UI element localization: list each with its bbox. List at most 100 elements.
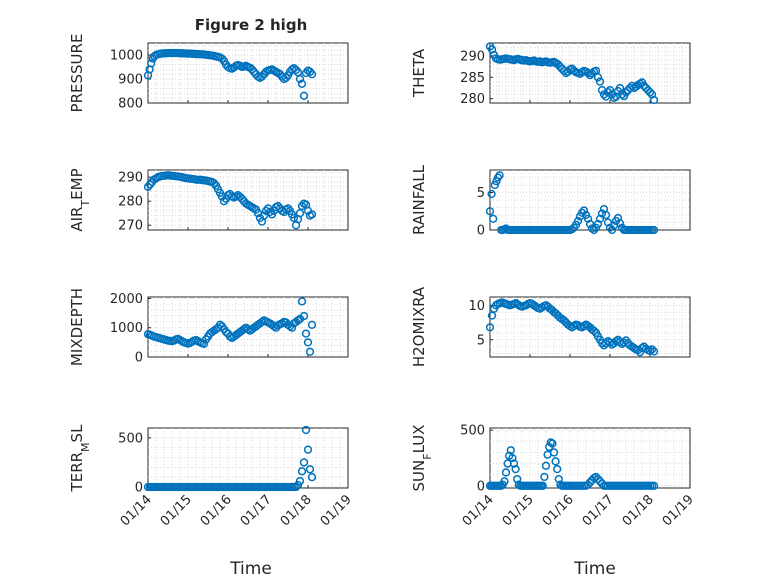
data-point <box>305 465 315 474</box>
subplot-2: 280 285 290 THETA <box>410 42 691 107</box>
data-point <box>299 311 309 321</box>
y-tick-label: 0 <box>135 481 143 496</box>
data-point <box>301 329 311 338</box>
data-points <box>143 171 317 230</box>
data-point <box>257 317 267 327</box>
data-point <box>509 459 519 468</box>
data-point <box>297 467 307 476</box>
data-point <box>645 88 655 97</box>
data-point <box>307 473 317 482</box>
data-point <box>553 464 562 474</box>
data-point <box>554 474 563 484</box>
data-point <box>601 210 611 220</box>
y-tick-label: 290 <box>118 171 143 186</box>
y-tick-label: 0 <box>477 224 485 239</box>
y-tick-label: 280 <box>118 195 143 210</box>
x-axis-label-left: Time <box>229 559 272 579</box>
data-point <box>293 480 303 490</box>
data-point <box>303 445 313 454</box>
data-point <box>587 224 597 233</box>
y-tick-label: 2000 <box>110 292 143 307</box>
y-axis-label: THETA <box>410 48 428 98</box>
data-point <box>305 347 315 356</box>
figure-title: Figure 2 high <box>195 16 308 34</box>
data-point <box>487 189 496 199</box>
data-point <box>541 461 551 470</box>
y-axis-label: AIRTEMP <box>68 168 92 231</box>
plot-area <box>147 296 349 358</box>
data-points <box>143 425 317 492</box>
data-point <box>605 85 615 95</box>
data-point <box>307 70 317 79</box>
subplot-4: 0 5 RAINFALL <box>410 164 691 239</box>
data-point <box>615 219 625 228</box>
data-point <box>595 77 605 86</box>
data-point <box>549 448 559 457</box>
data-point <box>307 210 317 219</box>
y-tick-label: 290 <box>460 49 485 64</box>
data-point <box>585 219 595 229</box>
grid-lines <box>490 297 690 357</box>
y-tick-label: 500 <box>118 431 143 446</box>
subplot-1: 800 900 1000 PRESSURE <box>68 34 349 113</box>
data-point <box>199 339 209 348</box>
x-axis-label-right: Time <box>573 559 616 579</box>
data-point <box>603 88 613 97</box>
data-point <box>147 59 156 68</box>
data-point <box>291 482 301 492</box>
data-point <box>589 326 599 335</box>
grid-lines <box>148 297 348 357</box>
data-point <box>500 477 509 486</box>
data-point <box>538 481 547 490</box>
data-point <box>485 207 495 216</box>
y-tick-label: 0 <box>135 351 143 366</box>
y-tick-label: 5 <box>477 186 485 201</box>
data-point <box>513 474 522 484</box>
data-point <box>293 316 303 325</box>
data-point <box>613 213 623 223</box>
data-point <box>506 446 515 455</box>
data-point <box>299 91 309 100</box>
data-point <box>633 345 643 355</box>
data-point <box>579 206 589 215</box>
y-tick-label: 0 <box>477 479 485 494</box>
data-point <box>287 323 297 332</box>
subplot-3: 270 280 290 AIRTEMP <box>68 168 349 234</box>
data-point <box>495 171 504 180</box>
data-point <box>490 180 499 190</box>
data-point <box>573 216 583 226</box>
grid-lines <box>490 170 690 230</box>
subplot-5: 0 1000 2000 MIXDEPTH <box>68 288 349 366</box>
data-point <box>605 223 615 232</box>
y-tick-label: 900 <box>118 73 143 88</box>
subplot-6: 5 10 H2OMIXRA <box>410 286 691 367</box>
y-axis-label: PRESSURE <box>68 34 86 113</box>
data-point <box>297 297 307 306</box>
data-point <box>647 345 657 354</box>
y-tick-label: 500 <box>460 424 485 439</box>
y-tick-label: 1000 <box>110 321 143 336</box>
data-point <box>551 457 560 466</box>
data-point <box>301 425 311 435</box>
data-point <box>299 458 309 467</box>
y-tick-label: 5 <box>477 333 485 348</box>
data-points <box>485 171 659 235</box>
data-point <box>295 209 305 218</box>
data-point <box>259 211 269 220</box>
data-point <box>577 208 587 217</box>
data-point <box>595 214 605 223</box>
data-points <box>485 438 659 490</box>
y-tick-label: 285 <box>460 71 485 86</box>
data-point <box>485 323 495 332</box>
y-axis-label: MIXDEPTH <box>68 288 86 366</box>
y-axis-label: RAINFALL <box>410 164 428 235</box>
data-point <box>599 90 609 99</box>
data-point <box>649 225 659 235</box>
data-point <box>501 468 511 477</box>
data-point <box>649 481 659 490</box>
y-axis-label: TERRMSL <box>68 424 92 493</box>
y-axis-label: SUNFLUX <box>410 425 434 492</box>
data-point <box>303 338 313 347</box>
data-point <box>649 347 659 356</box>
